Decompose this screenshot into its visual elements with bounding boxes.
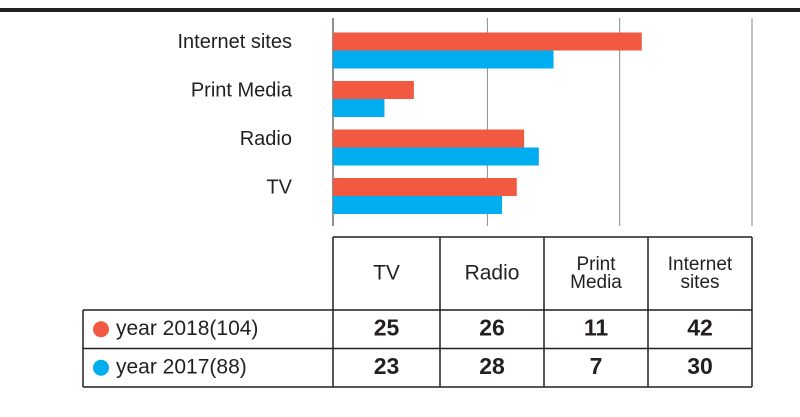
bar xyxy=(333,81,414,99)
table-value: 26 xyxy=(479,314,505,340)
top-rule xyxy=(0,8,800,12)
legend-label: year 2018(104) xyxy=(116,317,258,340)
legend-marker xyxy=(93,321,109,338)
y-tick-label: Radio xyxy=(240,128,292,150)
table-value: 25 xyxy=(374,314,400,340)
table-header: Internet sites xyxy=(668,254,733,293)
table-header: Radio xyxy=(465,262,520,285)
table-value: 28 xyxy=(479,353,505,379)
bar xyxy=(333,196,503,214)
table-header: Print Media xyxy=(570,254,622,293)
table-value: 30 xyxy=(687,353,713,379)
table-value: 42 xyxy=(687,314,713,340)
table-value: 23 xyxy=(374,353,400,379)
legend-marker xyxy=(93,359,109,376)
table-header: TV xyxy=(373,262,400,285)
y-tick-label: Internet sites xyxy=(177,31,292,53)
legend-label: year 2017(88) xyxy=(116,355,247,378)
bar xyxy=(333,99,385,117)
y-tick-label: Print Media xyxy=(191,79,293,101)
y-tick-label: TV xyxy=(266,176,292,198)
bar xyxy=(333,129,525,148)
bar xyxy=(333,32,642,51)
bar xyxy=(333,147,539,166)
bar xyxy=(333,178,517,196)
bar xyxy=(333,50,554,69)
table-value: 7 xyxy=(590,353,603,379)
table-value: 11 xyxy=(584,314,609,340)
